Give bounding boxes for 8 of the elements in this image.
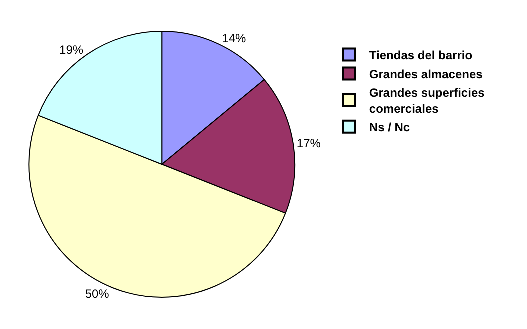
data-label: 17% bbox=[296, 136, 322, 151]
legend-label: Tiendas del barrio bbox=[369, 48, 473, 62]
legend-label: Ns / Nc bbox=[369, 120, 410, 135]
data-label: 50% bbox=[85, 287, 110, 302]
legend-label: Grandes almacenes bbox=[369, 67, 484, 82]
legend-label: Grandes superficies comerciales bbox=[369, 86, 486, 116]
data-label: 19% bbox=[60, 42, 84, 57]
data-label: 14% bbox=[222, 31, 247, 46]
